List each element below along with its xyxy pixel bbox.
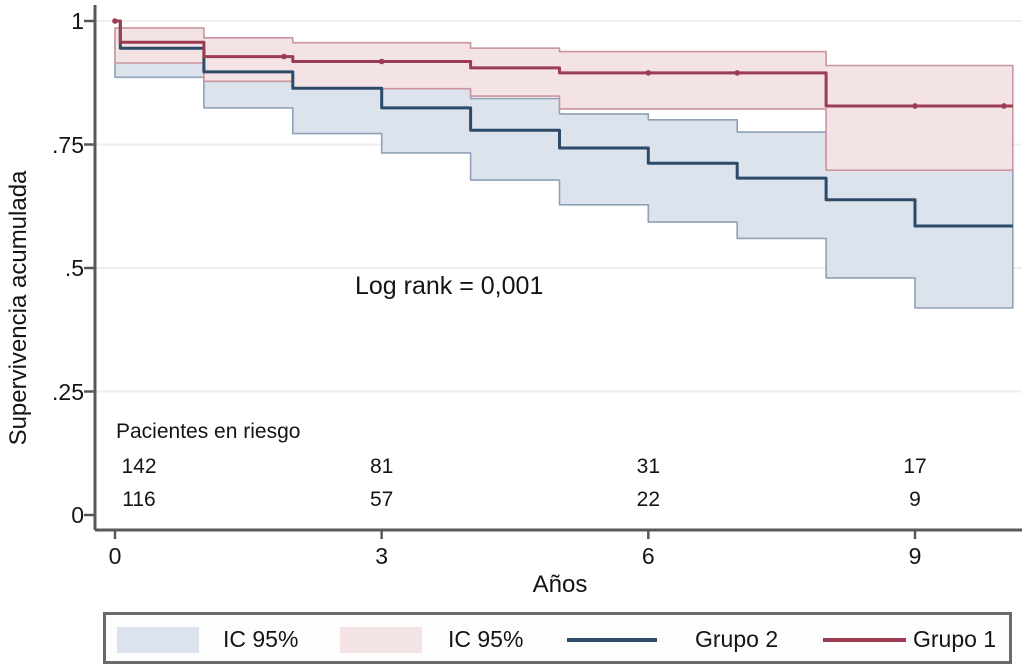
line-swatch-grupo2 xyxy=(567,638,657,642)
x-tick-label: 0 xyxy=(108,543,122,569)
censor-mark xyxy=(378,58,385,65)
y-tick-label: .75 xyxy=(52,131,84,158)
log-rank-annotation: Log rank = 0,001 xyxy=(355,272,544,300)
risk-count: 9 xyxy=(909,488,921,511)
x-tick-label: 3 xyxy=(375,543,389,569)
censor-mark xyxy=(645,70,652,76)
ci95-swatch-grupo1 xyxy=(340,627,422,653)
y-tick-label: .25 xyxy=(52,378,84,405)
legend-label-grupo1: Grupo 1 xyxy=(913,626,997,652)
censor-mark xyxy=(734,70,741,76)
legend-box: IC 95% IC 95% Grupo 2 Grupo 1 xyxy=(103,612,1012,664)
y-tick-label: 0 xyxy=(71,502,84,528)
risk-count: 57 xyxy=(369,488,394,511)
censor-mark xyxy=(112,18,118,24)
y-axis-title: Supervivencia acumulada xyxy=(5,170,32,446)
legend-label-ci95-grupo2: IC 95% xyxy=(223,626,299,652)
x-tick-label: 6 xyxy=(641,543,655,569)
ci95-swatch-grupo2 xyxy=(117,627,199,653)
risk-count: 142 xyxy=(121,455,157,478)
patients-at-risk-title: Pacientes en riesgo xyxy=(116,420,301,443)
x-axis-title: Años xyxy=(532,571,588,598)
censor-mark xyxy=(912,103,918,109)
risk-count: 22 xyxy=(636,488,660,511)
survival-plot-canvas xyxy=(84,5,1022,539)
censor-mark xyxy=(1001,103,1007,109)
y-tick-label: 1 xyxy=(71,8,84,34)
x-tick-label: 9 xyxy=(908,543,922,569)
censor-mark xyxy=(281,53,287,60)
y-tick-label: .5 xyxy=(64,255,84,281)
legend-label-grupo2: Grupo 2 xyxy=(695,626,779,652)
line-swatch-grupo1 xyxy=(823,638,906,642)
survival-curve-grupo2 xyxy=(115,19,1013,228)
risk-count: 17 xyxy=(903,455,927,478)
legend-label-ci95-grupo1: IC 95% xyxy=(448,626,524,652)
risk-count: 81 xyxy=(369,455,394,478)
risk-count: 116 xyxy=(122,488,156,511)
risk-count: 31 xyxy=(636,455,660,478)
